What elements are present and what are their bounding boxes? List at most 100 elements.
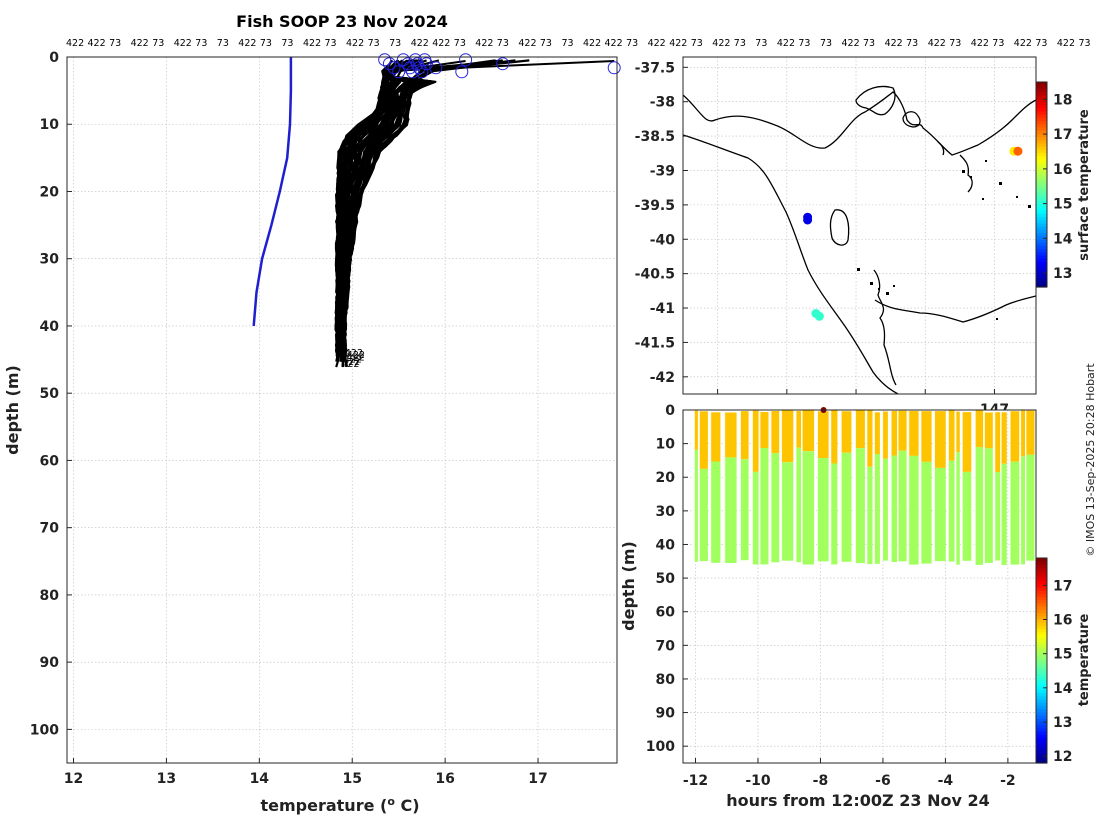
- map-y-tick-label: -39: [650, 163, 675, 179]
- surface-temperature-colorbar-segment: [1036, 149, 1047, 154]
- section-lower-layer-block: [975, 447, 984, 565]
- profile-id-label: 73: [562, 38, 574, 49]
- section-upper-layer-block: [962, 412, 972, 472]
- surface-temperature-colorbar-frame: [1035, 81, 1048, 288]
- temperature-colorbar-segment: [1036, 583, 1047, 588]
- surface-temperature-colorbar-segment: [1036, 213, 1047, 218]
- section-upper-layer-block: [781, 410, 794, 463]
- temperature-colorbar-tick-label: 12: [1053, 749, 1072, 765]
- surface-temperature-colorbar-segment: [1036, 85, 1047, 89]
- map-y-tick-label: -40.5: [635, 267, 675, 283]
- profile-x-tick-label: 16: [435, 771, 454, 787]
- surface-temperature-colorbar-segment: [1036, 152, 1047, 157]
- section-lower-layer-block: [898, 450, 907, 562]
- profile-id-label: 422: [605, 38, 623, 49]
- temperature-colorbar-segment: [1036, 574, 1047, 578]
- map-y-tick-label: -37.5: [635, 60, 675, 76]
- section-upper-layer-block: [994, 412, 1001, 473]
- surface-temperature-colorbar-segment: [1036, 146, 1047, 150]
- map-y-tick-label: -41.5: [635, 335, 675, 351]
- coast-specks: [857, 160, 1031, 320]
- surface-temperature-colorbar-segment: [1036, 168, 1047, 173]
- temperature-colorbar-segment: [1036, 711, 1047, 716]
- temperature-colorbar-segment: [1036, 634, 1047, 639]
- surface-temperature-colorbar-segment: [1036, 232, 1047, 237]
- profile-y-tick-label: 10: [40, 117, 60, 133]
- surface-temperature-colorbar-segment: [1036, 98, 1047, 102]
- profile-id-label: 73: [906, 38, 918, 49]
- temperature-colorbar-segment: [1036, 708, 1047, 713]
- surface-temperature-colorbar-segment: [1036, 206, 1047, 211]
- profile-id-label: 422: [1014, 38, 1032, 49]
- temperature-colorbar-segment: [1036, 759, 1047, 764]
- temperature-colorbar-segment: [1036, 570, 1047, 575]
- section-x-ticks: -12 -10 -8 -6 -4 -2: [683, 758, 1016, 789]
- surface-marker: [415, 65, 429, 79]
- section-lower-layer-block: [955, 452, 960, 565]
- section-lower-layer-block: [890, 455, 898, 562]
- section-upper-layer-block: [955, 411, 960, 453]
- section-upper-layer-block: [855, 410, 865, 449]
- profile-id-label: 73: [755, 38, 767, 49]
- temperature-colorbar-segment: [1036, 734, 1047, 738]
- section-upper-layer-block: [984, 412, 993, 449]
- temperature-colorbar-segment: [1036, 740, 1047, 745]
- surface-temperature-colorbar-segment: [1036, 171, 1047, 176]
- temperature-colorbar-segment: [1036, 650, 1047, 655]
- temperature-colorbar-segment: [1036, 673, 1047, 678]
- section-lower-layer-block: [1000, 463, 1007, 565]
- temperature-colorbar-segment: [1036, 660, 1047, 665]
- section-lower-layer-block: [770, 453, 780, 563]
- profile-y-tick-label: 30: [40, 252, 60, 268]
- profile-y-tick-label: 0: [49, 50, 59, 66]
- surface-temperature-colorbar-segment: [1036, 194, 1047, 198]
- surface-temperature-colorbar: 13 14 15 16 17 18: [1035, 81, 1073, 288]
- surface-temperature-point: [814, 311, 824, 321]
- surface-temperature-colorbar-segment: [1036, 117, 1047, 122]
- surface-temperature-colorbar-segment: [1036, 181, 1047, 186]
- surface-temperature-colorbar-segment: [1036, 251, 1047, 256]
- temperature-profile-line: [341, 59, 425, 357]
- surface-temperature-point: [1013, 146, 1023, 156]
- section-upper-layer-block: [801, 410, 815, 452]
- temperature-colorbar-segment: [1036, 638, 1047, 642]
- section-x-tick-label: -8: [813, 773, 829, 789]
- surface-temperature-colorbar-segment: [1036, 261, 1047, 266]
- section-upper-layer-block: [710, 412, 721, 462]
- profile-id-label: 422: [174, 38, 192, 49]
- profile-panel: Fish SOOP 23 Nov 2024 422 422 73 422 73 422 73…: [3, 12, 1091, 815]
- temperature-colorbar-segment: [1036, 615, 1047, 620]
- profile-id-label: 73: [734, 38, 746, 49]
- reference-profile-line: [252, 57, 293, 327]
- profile-id-label: 422: [583, 38, 601, 49]
- temperature-colorbar-segment: [1036, 596, 1047, 601]
- map-y-tick-label: -41: [650, 301, 675, 317]
- profile-id-label: 73: [540, 38, 552, 49]
- profile-id-label: 422: [88, 38, 106, 49]
- surface-spike-line: [398, 60, 615, 72]
- section-upper-layer-block: [874, 412, 880, 454]
- section-y-ticks: 0 10 20 30 40 50 60 70 80 90 100: [646, 403, 688, 755]
- surface-marker: [455, 65, 469, 79]
- profile-bottom-id-label: 422: [345, 348, 363, 359]
- surface-temperature-colorbar-segment: [1036, 200, 1047, 205]
- temperature-colorbar-segment: [1036, 705, 1047, 710]
- section-lower-layer-block: [855, 448, 865, 564]
- temperature-colorbar-segment: [1036, 622, 1047, 626]
- surface-temperature-colorbar-segment: [1036, 165, 1047, 170]
- section-lower-layer-block: [759, 448, 769, 565]
- temperature-colorbar-segment: [1036, 657, 1047, 662]
- profile-id-label: 73: [626, 38, 638, 49]
- map-panel: -37.5 -38 -38.5 -39 -39.5 -40 -40.5 -41 -41.5 -42…: [635, 56, 1092, 418]
- profile-y-tick-label: 40: [40, 319, 60, 335]
- surface-temperature-colorbar-segment: [1036, 130, 1047, 134]
- surface-marker: [420, 57, 433, 71]
- profile-x-tick-label: 17: [528, 771, 547, 787]
- temperature-colorbar-segment: [1036, 609, 1047, 614]
- temperature-colorbar-segment: [1036, 618, 1047, 623]
- profile-id-label: 73: [325, 38, 337, 49]
- profile-id-label: 73: [152, 38, 164, 49]
- temperature-colorbar-segment: [1036, 679, 1047, 684]
- section-x-tick-label: -12: [683, 773, 708, 789]
- section-lower-layer-block: [781, 462, 794, 561]
